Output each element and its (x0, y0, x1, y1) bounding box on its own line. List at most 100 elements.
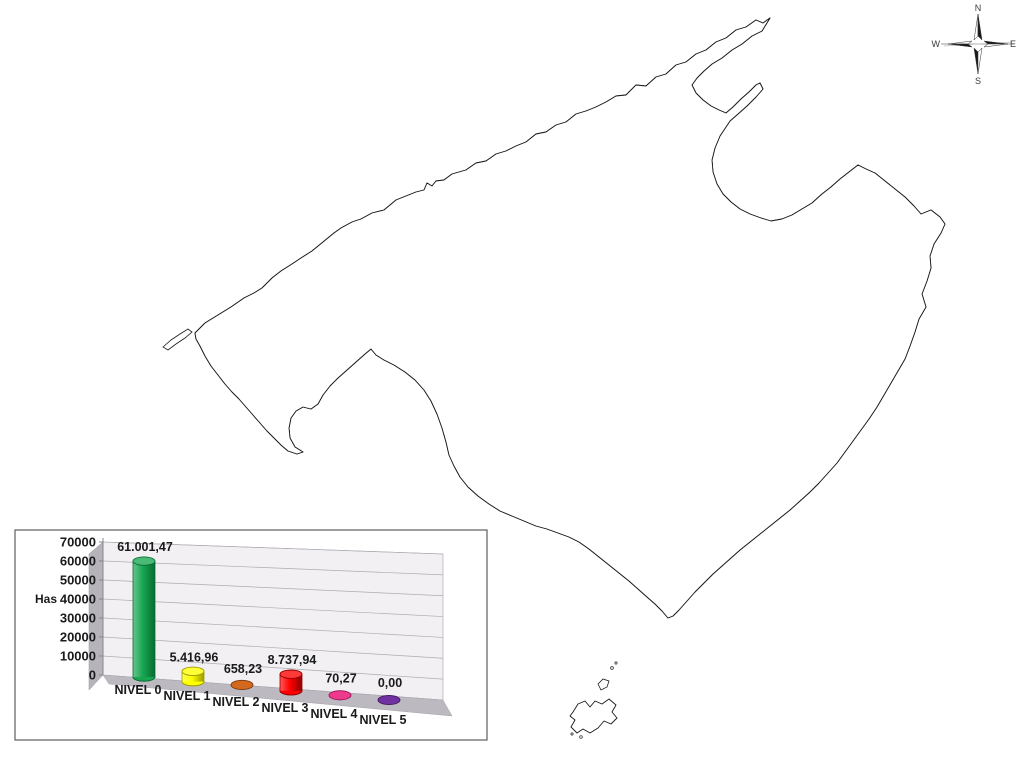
speckle-dot (571, 486, 576, 491)
speckle-dot (825, 379, 828, 382)
cylinder-top (181, 666, 205, 676)
town-dot (441, 404, 449, 412)
town-dot (606, 368, 614, 376)
speckle-dot (777, 371, 780, 375)
bar-category-label: NIVEL 0 (114, 683, 161, 697)
speckle-dot (565, 353, 568, 356)
speckle-dot (692, 379, 694, 382)
road-spoke (732, 157, 743, 168)
speckle-dot (418, 313, 423, 319)
speckle-dot (864, 260, 867, 264)
y-tick-label: 0 (89, 668, 96, 683)
compass-east-label: E (1010, 39, 1016, 49)
speckle-dot (760, 319, 764, 323)
speckle-dot (829, 393, 833, 398)
town-dot (606, 296, 614, 304)
speckle-dot (535, 418, 538, 422)
speckle-dot (337, 326, 340, 330)
speckle-dot (633, 423, 638, 427)
speckle-dot (772, 463, 776, 467)
speckle-dot (424, 404, 429, 410)
speckle-dot (670, 466, 673, 469)
speckle-dot (611, 474, 615, 478)
speckle-dot (858, 261, 863, 266)
speckle-dot (631, 494, 635, 499)
speckle-dot (489, 328, 493, 332)
town-dot (705, 497, 715, 507)
speckle-dot (780, 455, 784, 459)
map-patch-yellow (456, 159, 464, 169)
speckle-dot (414, 286, 417, 289)
speckle-dot (425, 316, 430, 321)
cylinder-bottom-arc (279, 690, 303, 696)
y-tick-label: 70000 (60, 535, 96, 550)
speckle-dot (643, 438, 646, 440)
road-spoke (732, 157, 747, 176)
speckle-dot (758, 439, 763, 444)
town-dot (636, 326, 644, 334)
map-patch-yellow (408, 170, 419, 180)
speckle-dot (758, 458, 760, 461)
speckle-dot (874, 306, 877, 309)
town-dot (874, 366, 882, 374)
speckle-dot (722, 358, 726, 362)
road-spoke (732, 157, 753, 162)
speckle-dot (530, 488, 536, 493)
compass-north-label: N (975, 3, 982, 13)
road-spoke (339, 397, 348, 427)
speckle-dot (871, 230, 875, 234)
road-spoke (330, 397, 341, 410)
speckle-dot (756, 431, 760, 435)
map-patch-yellow (205, 373, 216, 383)
road-spoke (761, 209, 785, 219)
speckle-dot (483, 455, 487, 459)
speckle-dot (672, 286, 677, 291)
town-dot (557, 363, 567, 373)
speckle-dot (557, 300, 561, 305)
speckle-dot (832, 349, 836, 353)
speckle-dot (565, 330, 569, 334)
town-dot (895, 235, 905, 245)
cylinder-bottom-arc (181, 681, 205, 687)
speckle-dot (868, 256, 871, 259)
speckle-dot (476, 342, 479, 345)
speckle-dot (662, 422, 667, 428)
speckle-dot (682, 260, 686, 264)
town-dot (735, 228, 745, 238)
speckle-dot (441, 361, 446, 366)
speckle-dot (390, 291, 393, 294)
chart-bar-4 (328, 690, 352, 701)
speckle-dot (823, 382, 826, 385)
speckle-dot (470, 398, 475, 403)
speckle-dot (628, 340, 634, 345)
bar-value-label: 61.001,47 (117, 540, 173, 554)
speckle-dot (616, 319, 620, 323)
chart-bar-5 (377, 694, 401, 706)
road-spoke (354, 403, 377, 415)
speckle-dot (686, 533, 691, 537)
speckle-dot (699, 465, 702, 468)
road-spoke (344, 403, 356, 431)
chart-bar-2 (230, 679, 254, 690)
map-patch-yellow (427, 155, 440, 168)
chart-gridline (102, 598, 444, 617)
speckle-dot (391, 316, 394, 319)
speckle-dot (563, 464, 568, 469)
speckle-dot (576, 484, 581, 488)
speckle-dot (594, 427, 598, 431)
road-spoke (339, 371, 350, 399)
speckle-dot (582, 281, 586, 285)
speckle-dot (383, 401, 387, 406)
speckle-dot (504, 326, 508, 329)
map-patch-red (362, 227, 372, 234)
speckle-dot (581, 438, 585, 442)
map-patch-yellow (395, 167, 404, 177)
speckle-dot (813, 341, 817, 344)
town-dot (518, 279, 528, 289)
town-dot (821, 257, 831, 267)
map-patch-green (237, 272, 254, 289)
speckle-dot (874, 248, 878, 251)
speckle-dot (818, 280, 822, 284)
road-line (732, 157, 743, 197)
